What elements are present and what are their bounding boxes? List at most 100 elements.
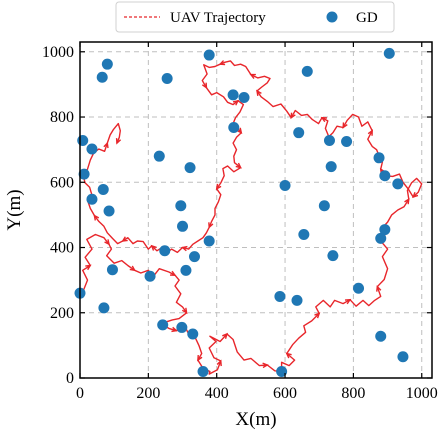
y-axis-label: Y(m) (4, 189, 25, 230)
legend: UAV Trajectory GD (115, 1, 395, 33)
x-tick-label: 600 (273, 385, 297, 402)
trajectory-arrowhead (216, 359, 222, 367)
trajectory-arrowhead (208, 222, 214, 229)
x-axis-label: X(m) (235, 409, 276, 430)
trajectory-arrowhead (129, 265, 136, 272)
trajectory-arrowhead (290, 112, 296, 120)
trajectory-arrowhead (320, 116, 327, 123)
gd-point (383, 47, 395, 59)
gd-point (176, 321, 188, 333)
trajectory-arrowhead (249, 73, 256, 79)
gd-point (78, 168, 90, 180)
trajectory-arrowhead (367, 129, 373, 136)
gd-point (159, 245, 171, 257)
trajectory-arrowhead (222, 332, 229, 339)
trajectory-arrowhead (93, 214, 100, 221)
gd-point (301, 65, 313, 77)
trajectory-arrowhead (169, 270, 177, 276)
gd-point (375, 232, 387, 244)
trajectory-arrowhead (404, 197, 410, 205)
gd-point (161, 73, 173, 85)
trajectory-arrowhead (201, 82, 208, 90)
gd-point (318, 200, 330, 212)
trajectory-arrowhead (262, 362, 269, 369)
gd-point (274, 290, 286, 302)
gd-point (291, 294, 303, 306)
gd-point (86, 193, 98, 205)
uav-trajectory (81, 60, 423, 375)
gd-point (238, 91, 250, 103)
trajectory-line (81, 60, 423, 375)
trajectory-arrowhead (344, 298, 352, 305)
trajectory-arrowhead (314, 312, 321, 319)
gd-point (227, 89, 239, 101)
trajectory-arrowhead (235, 162, 242, 169)
trajectory-arrowhead (256, 89, 262, 96)
trajectory-arrowhead (181, 307, 188, 315)
gd-point (197, 365, 209, 377)
gd-point (96, 71, 108, 83)
gd-point (375, 330, 387, 342)
gd-point (188, 251, 200, 263)
gd-point (392, 178, 404, 190)
trajectory-arrowhead (232, 99, 240, 106)
trajectory-arrowhead (376, 285, 382, 292)
gd-point (101, 58, 113, 70)
y-tick-label: 200 (50, 305, 74, 322)
trajectory-arrowhead (412, 192, 419, 199)
gd-point (203, 235, 215, 247)
trajectory-arrowhead (103, 141, 109, 149)
gd-point (298, 228, 310, 240)
gd-point (373, 152, 385, 164)
y-tick-label: 800 (50, 109, 74, 126)
x-tick-label: 1000 (406, 385, 438, 402)
legend-gd-marker (326, 11, 338, 23)
trajectory-arrowhead (285, 352, 292, 359)
gd-point (341, 135, 353, 147)
plot-frame (79, 41, 433, 379)
x-tick-label: 0 (76, 385, 84, 402)
trajectory-arrowhead (180, 245, 188, 252)
gd-point (106, 264, 118, 276)
trajectory-arrowhead (218, 60, 226, 66)
y-tick-label: 1000 (42, 44, 74, 61)
y-tick-label: 600 (50, 174, 74, 191)
gd-point (279, 180, 291, 192)
axis-ticks: 0 200 400 600 800 1000 0 200 400 600 800 1000 (42, 42, 438, 402)
gd-point (97, 183, 109, 195)
gd-point (103, 205, 115, 217)
gd-points (74, 47, 409, 377)
trajectory-arrowhead (342, 122, 348, 129)
trajectory-arrowhead (85, 264, 92, 271)
gd-point (157, 319, 169, 331)
legend-trajectory-label: UAV Trajectory (170, 10, 266, 26)
gd-point (175, 200, 187, 212)
x-tick-label: 400 (205, 385, 229, 402)
legend-gd-label: GD (356, 10, 378, 26)
gd-point (327, 250, 339, 262)
y-tick-label: 400 (50, 240, 74, 257)
x-tick-label: 200 (136, 385, 160, 402)
trajectory-arrowhead (104, 239, 111, 246)
gd-point (187, 328, 199, 340)
trajectory-arrowhead (115, 138, 122, 145)
trajectory-arrowhead (171, 326, 178, 333)
gd-point (228, 121, 240, 133)
gd-point (77, 135, 89, 147)
gd-point (323, 135, 335, 147)
x-tick-label: 800 (341, 385, 365, 402)
legend-box (115, 1, 395, 33)
gd-point (177, 220, 189, 232)
gd-point (153, 150, 165, 162)
trajectory-arrowhead (197, 355, 203, 362)
gd-point (293, 127, 305, 139)
trajectory-arrowhead (121, 236, 128, 242)
gd-point (276, 365, 288, 377)
gd-point (86, 143, 98, 155)
gd-point (325, 161, 337, 173)
gd-point (353, 282, 365, 294)
trajectory-arrowhead (215, 183, 222, 191)
gd-point (144, 270, 156, 282)
